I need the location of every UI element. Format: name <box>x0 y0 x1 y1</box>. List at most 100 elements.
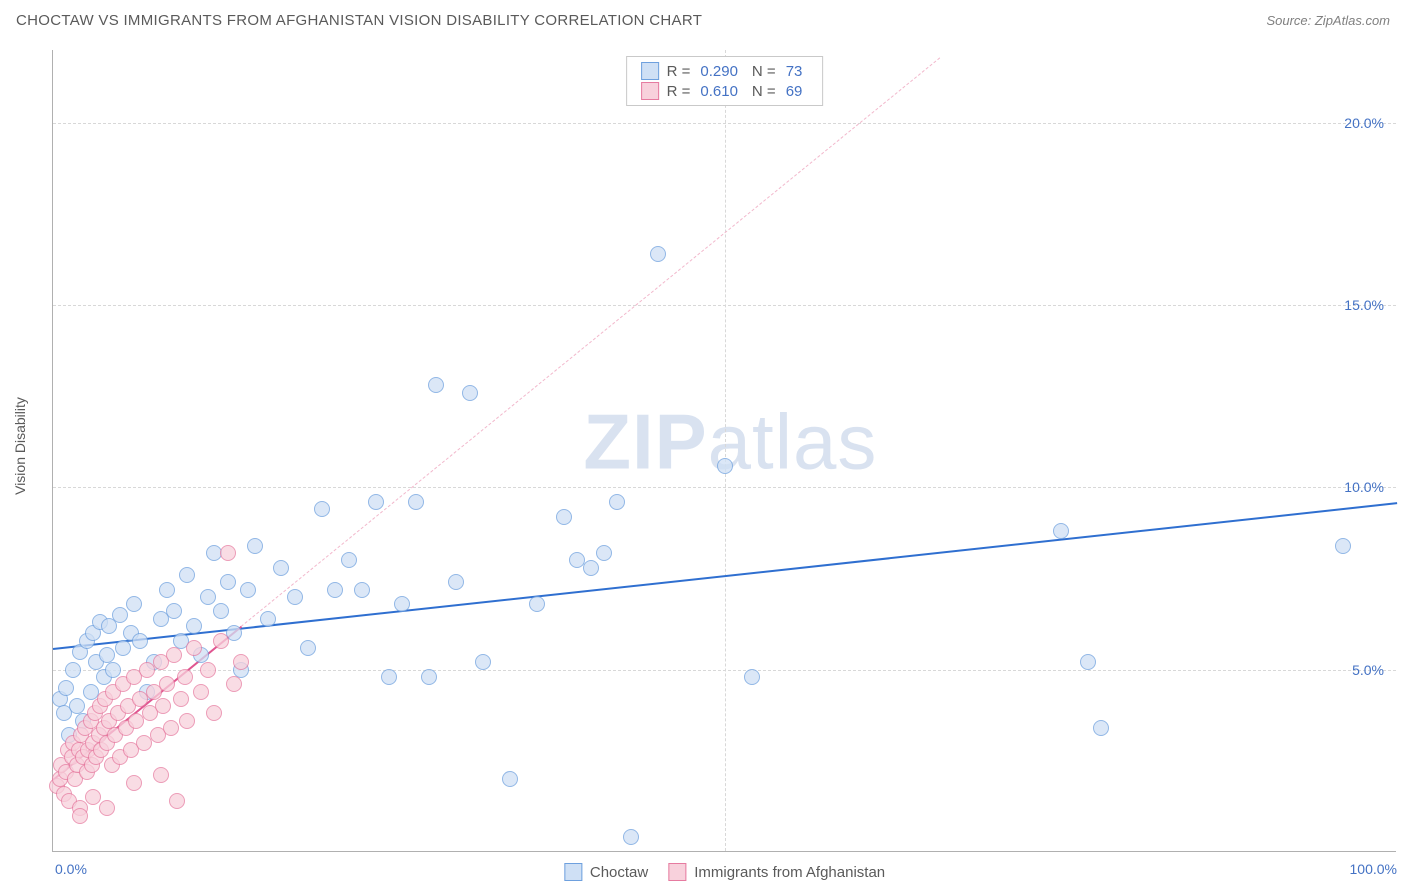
data-point <box>650 246 666 262</box>
legend-r-label: R = <box>667 83 691 100</box>
y-tick-label: 5.0% <box>1352 662 1384 678</box>
chart-plot-area: ZIPatlas 5.0%10.0%15.0%20.0%0.0%100.0%R … <box>52 50 1396 852</box>
data-point <box>408 494 424 510</box>
data-point <box>609 494 625 510</box>
data-point <box>273 560 289 576</box>
data-point <box>1093 720 1109 736</box>
data-point <box>72 808 88 824</box>
legend-n-label: N = <box>752 83 776 100</box>
legend-r-value: 0.610 <box>700 83 738 100</box>
data-point <box>220 574 236 590</box>
data-point <box>166 647 182 663</box>
data-point <box>287 589 303 605</box>
data-point <box>153 767 169 783</box>
x-tick-label: 100.0% <box>1350 861 1397 877</box>
data-point <box>717 458 733 474</box>
data-point <box>220 545 236 561</box>
data-point <box>179 567 195 583</box>
data-point <box>583 560 599 576</box>
legend-series: Choctaw Immigrants from Afghanistan <box>564 863 885 881</box>
data-point <box>233 654 249 670</box>
legend-swatch <box>668 863 686 881</box>
data-point <box>132 633 148 649</box>
watermark: ZIPatlas <box>583 396 877 487</box>
legend-swatch <box>641 82 659 100</box>
data-point <box>556 509 572 525</box>
data-point <box>1335 538 1351 554</box>
data-point <box>213 633 229 649</box>
chart-title: CHOCTAW VS IMMIGRANTS FROM AFGHANISTAN V… <box>16 12 702 29</box>
data-point <box>186 618 202 634</box>
data-point <box>1053 523 1069 539</box>
data-point <box>169 793 185 809</box>
data-point <box>213 603 229 619</box>
x-tick-label: 0.0% <box>55 861 87 877</box>
data-point <box>226 676 242 692</box>
data-point <box>206 705 222 721</box>
data-point <box>314 501 330 517</box>
data-point <box>99 800 115 816</box>
legend-label: Choctaw <box>590 864 648 881</box>
legend-n-value: 73 <box>786 63 803 80</box>
data-point <box>173 691 189 707</box>
data-point <box>421 669 437 685</box>
data-point <box>462 385 478 401</box>
data-point <box>126 775 142 791</box>
data-point <box>83 684 99 700</box>
legend-label: Immigrants from Afghanistan <box>694 864 885 881</box>
data-point <box>368 494 384 510</box>
y-tick-label: 10.0% <box>1344 479 1384 495</box>
legend-swatch <box>641 62 659 80</box>
legend-swatch <box>564 863 582 881</box>
data-point <box>159 582 175 598</box>
data-point <box>327 582 343 598</box>
data-point <box>260 611 276 627</box>
data-point <box>193 684 209 700</box>
data-point <box>155 698 171 714</box>
data-point <box>115 640 131 656</box>
legend-n-label: N = <box>752 63 776 80</box>
grid-line <box>725 50 726 851</box>
data-point <box>475 654 491 670</box>
data-point <box>105 662 121 678</box>
data-point <box>179 713 195 729</box>
data-point <box>112 607 128 623</box>
data-point <box>177 669 193 685</box>
data-point <box>381 669 397 685</box>
data-point <box>200 589 216 605</box>
legend-r-label: R = <box>667 63 691 80</box>
y-tick-label: 15.0% <box>1344 297 1384 313</box>
data-point <box>341 552 357 568</box>
data-point <box>502 771 518 787</box>
legend-r-value: 0.290 <box>700 63 738 80</box>
data-point <box>163 720 179 736</box>
legend-n-value: 69 <box>786 83 803 100</box>
data-point <box>85 789 101 805</box>
data-point <box>394 596 410 612</box>
data-point <box>529 596 545 612</box>
data-point <box>58 680 74 696</box>
legend-correlation: R = 0.290 N = 73 R = 0.610 N = 69 <box>626 56 824 106</box>
data-point <box>1080 654 1096 670</box>
y-axis-label: Vision Disability <box>12 397 28 495</box>
data-point <box>186 640 202 656</box>
data-point <box>744 669 760 685</box>
source-label: Source: ZipAtlas.com <box>1266 13 1390 28</box>
data-point <box>448 574 464 590</box>
legend-row: R = 0.610 N = 69 <box>641 81 809 101</box>
data-point <box>428 377 444 393</box>
legend-item: Immigrants from Afghanistan <box>668 863 885 881</box>
data-point <box>596 545 612 561</box>
data-point <box>240 582 256 598</box>
trend-line <box>241 57 941 626</box>
data-point <box>354 582 370 598</box>
data-point <box>200 662 216 678</box>
data-point <box>300 640 316 656</box>
legend-row: R = 0.290 N = 73 <box>641 61 809 81</box>
data-point <box>166 603 182 619</box>
legend-item: Choctaw <box>564 863 648 881</box>
data-point <box>247 538 263 554</box>
data-point <box>623 829 639 845</box>
data-point <box>159 676 175 692</box>
data-point <box>65 662 81 678</box>
